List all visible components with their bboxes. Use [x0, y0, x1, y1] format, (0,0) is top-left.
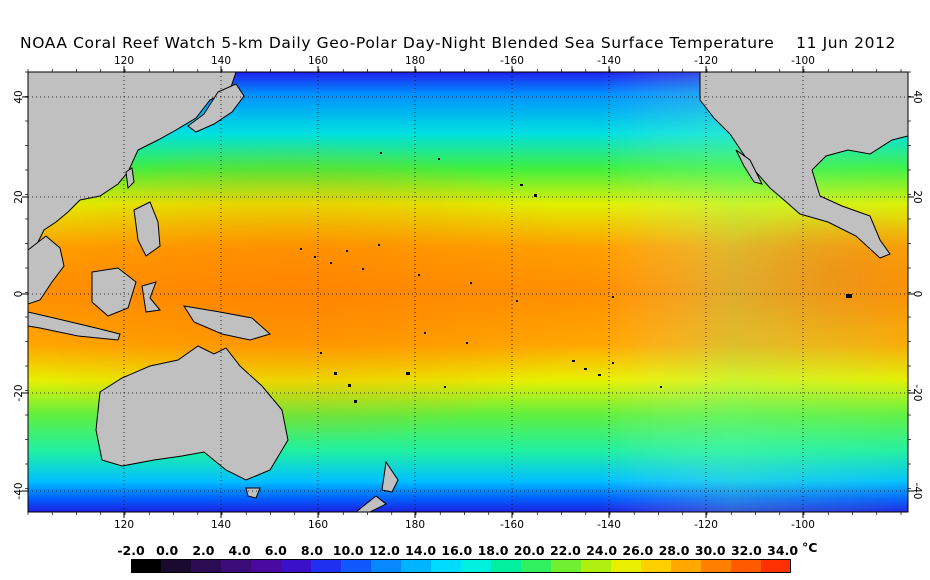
title-date: 11 Jun 2012 — [796, 34, 896, 52]
colorbar-tick-label: 4.0 — [228, 543, 251, 558]
top-lon-label: 140 — [211, 55, 231, 67]
colorbar-swatch — [251, 559, 282, 573]
axis-tick-labels: 120 120 140 140 160 160 180 180 -160 -160 -140 -140… — [13, 55, 923, 531]
colorbar-frame — [131, 559, 791, 573]
colorbar-tick-label: 0.0 — [156, 543, 179, 558]
colorbar-swatch — [641, 559, 672, 573]
bottom-lon-label: -140 — [597, 519, 621, 531]
land-north-america — [699, 72, 908, 259]
colorbar-tick-label: 10.0 — [332, 543, 364, 558]
colorbar-swatch — [191, 559, 222, 573]
colorbar-tick-label: 32.0 — [730, 543, 762, 558]
colorbar-tick-label: -2.0 — [117, 543, 145, 558]
land-asia — [28, 72, 237, 251]
colorbar-tick-label: 24.0 — [586, 543, 618, 558]
colorbar-swatch — [671, 559, 702, 573]
land-australia — [95, 345, 289, 481]
bottom-lon-label: -100 — [791, 519, 815, 531]
colorbar-swatch — [371, 559, 402, 573]
bottom-lon-label: 120 — [114, 519, 134, 531]
colorbar-tick-label: 26.0 — [622, 543, 654, 558]
land-masses — [28, 72, 908, 512]
colorbar-swatch — [311, 559, 342, 573]
right-lat-label: -40 — [911, 482, 923, 499]
colorbar-swatch — [491, 559, 522, 573]
colorbar-tick-label: 28.0 — [658, 543, 690, 558]
land-baja — [735, 149, 763, 185]
colorbar-swatch — [761, 559, 791, 573]
graticule — [28, 72, 908, 512]
bottom-lon-label: -160 — [500, 519, 524, 531]
right-lat-label: 0 — [911, 291, 923, 298]
left-lat-label: -40 — [13, 482, 25, 499]
land-taiwan — [125, 167, 135, 190]
land-new-zealand — [355, 460, 399, 512]
land-indochina — [28, 235, 65, 305]
colorbar-swatch — [581, 559, 612, 573]
colorbar-tick-label: 14.0 — [405, 543, 437, 558]
left-lat-label: -20 — [13, 384, 25, 401]
land-sulawesi — [141, 281, 161, 313]
right-lat-label: -20 — [911, 384, 923, 401]
colorbar-swatch — [281, 559, 312, 573]
colorbar-tick-label: 18.0 — [477, 543, 509, 558]
colorbar-tick-label: 22.0 — [549, 543, 581, 558]
left-lat-label: 20 — [13, 190, 25, 203]
colorbar-tick-label: 8.0 — [300, 543, 324, 558]
bottom-lon-label: -120 — [694, 519, 718, 531]
colorbar-swatch — [341, 559, 372, 573]
colorbar-tick-label: 2.0 — [192, 543, 215, 558]
land-new-guinea — [182, 305, 272, 341]
top-lon-label: -100 — [791, 55, 815, 67]
colorbar-swatch — [131, 559, 162, 573]
land-japan — [187, 83, 245, 133]
axis-ticks — [22, 66, 914, 518]
top-lon-label: -160 — [500, 55, 524, 67]
bottom-lon-label: 180 — [405, 519, 425, 531]
colorbar-swatch — [731, 559, 762, 573]
top-lon-label: 180 — [405, 55, 425, 67]
colorbar-swatch — [161, 559, 192, 573]
colorbar-swatch — [221, 559, 252, 573]
map-frame — [27, 71, 909, 513]
colorbar-swatch — [401, 559, 432, 573]
top-lon-label: 160 — [308, 55, 328, 67]
map-title: NOAA Coral Reef Watch 5-km Daily Geo-Pol… — [20, 34, 910, 52]
left-lat-label: 0 — [13, 291, 25, 298]
colorbar-swatch — [551, 559, 582, 573]
land-borneo — [91, 267, 137, 317]
right-lat-label: 40 — [911, 90, 923, 103]
colorbar — [131, 559, 791, 573]
colorbar-tick-label: 34.0 — [767, 543, 799, 558]
bottom-lon-label: 160 — [308, 519, 328, 531]
colorbar-swatch — [461, 559, 492, 573]
top-lon-label: -120 — [694, 55, 718, 67]
colorbar-swatch — [521, 559, 552, 573]
colorbar-swatch — [611, 559, 642, 573]
land-sumatra-java — [28, 311, 121, 341]
left-lat-label: 40 — [13, 90, 25, 103]
colorbar-tick-label: 20.0 — [513, 543, 545, 558]
colorbar-swatch — [431, 559, 462, 573]
right-lat-label: 20 — [911, 190, 923, 203]
title-text: NOAA Coral Reef Watch 5-km Daily Geo-Pol… — [20, 34, 775, 52]
colorbar-unit: °C — [802, 540, 818, 555]
colorbar-tick-label: 6.0 — [264, 543, 287, 558]
colorbar-tick-label: 16.0 — [441, 543, 473, 558]
colorbar-tick-label: 30.0 — [694, 543, 726, 558]
top-lon-label: 120 — [114, 55, 134, 67]
top-lon-label: -140 — [597, 55, 621, 67]
land-philippines — [133, 201, 161, 257]
colorbar-swatch — [701, 559, 732, 573]
colorbar-tick-label: 12.0 — [368, 543, 400, 558]
bottom-lon-label: 140 — [211, 519, 231, 531]
island-dots — [300, 152, 852, 403]
land-tasmania — [245, 487, 261, 499]
